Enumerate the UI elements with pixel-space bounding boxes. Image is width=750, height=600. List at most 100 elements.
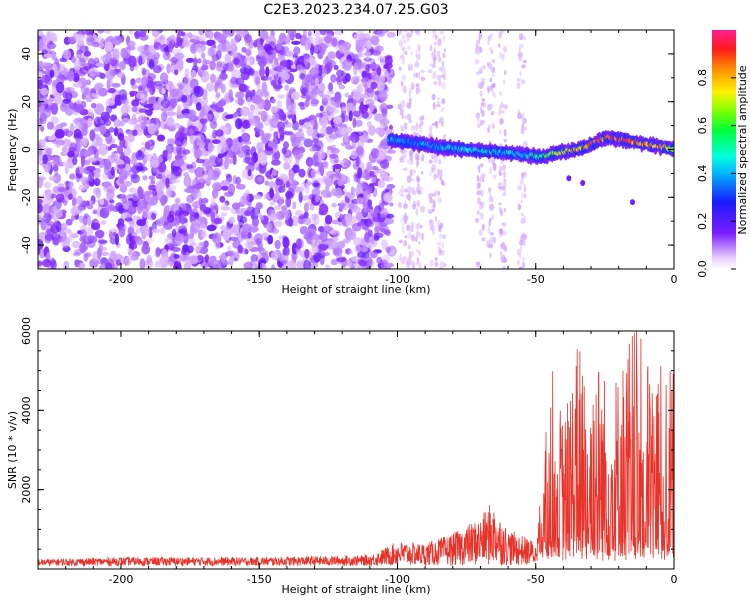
- heatmap-cell: [330, 188, 340, 197]
- heatmap-cell: [377, 150, 386, 161]
- heatmap-cell: [136, 219, 147, 227]
- heatmap-cell: [85, 92, 93, 103]
- snr-ylabel: SNR (10 * v/v): [6, 411, 19, 489]
- heatmap-cell: [333, 163, 342, 170]
- heatmap-cell: [71, 205, 78, 214]
- heatmap-cell: [278, 185, 286, 193]
- heatmap-cell: [406, 113, 412, 121]
- heatmap-cell: [273, 131, 279, 140]
- heatmap-cell: [497, 185, 503, 190]
- y-tick-label: 40: [20, 47, 33, 61]
- heatmap-cell: [438, 233, 444, 239]
- heatmap-cell: [198, 30, 205, 36]
- heatmap-cell: [311, 244, 319, 255]
- heatmap-cell: [415, 208, 419, 216]
- heatmap-cell: [208, 255, 217, 267]
- heatmap-cell: [152, 65, 162, 74]
- heatmap-cell: [491, 122, 495, 129]
- colorbar-tick-label: 0.2: [696, 212, 709, 230]
- heatmap-cell: [228, 89, 233, 101]
- heatmap-cell: [45, 31, 51, 43]
- heatmap-cell: [397, 202, 403, 208]
- colorbar-label: Normalized spectral amplitude: [736, 65, 749, 234]
- heatmap-cell: [178, 225, 188, 235]
- heatmap-cell: [87, 157, 98, 163]
- heatmap-cell: [277, 94, 285, 99]
- heatmap-cell: [415, 249, 420, 253]
- heatmap-cell: [303, 53, 310, 59]
- heatmap-cell: [183, 83, 193, 94]
- heatmap-cell: [308, 159, 313, 167]
- heatmap-cell: [176, 104, 182, 116]
- heatmap-cell: [490, 155, 494, 164]
- heatmap-cell: [415, 83, 420, 88]
- heatmap-cell: [244, 34, 252, 43]
- heatmap-cell: [427, 69, 433, 74]
- heatmap-cell: [76, 50, 82, 59]
- heatmap-cell: [46, 251, 51, 260]
- heatmap-cell: [271, 98, 276, 104]
- heatmap-cell: [133, 236, 142, 242]
- heatmap-cell: [373, 235, 380, 241]
- heatmap-cells: [38, 30, 674, 269]
- heatmap-cell: [180, 94, 188, 103]
- heatmap-cell: [357, 259, 365, 265]
- heatmap-cell: [440, 109, 444, 113]
- heatmap-cell: [312, 234, 321, 241]
- heatmap-cell: [265, 132, 272, 138]
- heatmap-cell: [366, 161, 373, 172]
- heatmap-cell: [437, 41, 442, 47]
- heatmap-cell: [354, 131, 364, 136]
- heatmap-cell: [283, 162, 291, 170]
- heatmap-cell: [239, 216, 248, 224]
- heatmap-cell: [478, 212, 482, 216]
- y-tick-label: -40: [20, 236, 33, 254]
- heatmap-cell: [481, 65, 487, 70]
- heatmap-cell: [173, 215, 180, 227]
- heatmap-cell: [105, 69, 115, 80]
- heatmap-cell: [488, 195, 494, 203]
- heatmap-cell: [332, 219, 339, 225]
- heatmap-cell: [428, 159, 433, 164]
- heatmap-cell: [120, 193, 127, 204]
- heatmap-cell: [501, 53, 505, 58]
- heatmap-cell: [136, 92, 145, 100]
- heatmap-cell: [500, 110, 505, 114]
- heatmap-cell: [109, 143, 118, 149]
- heatmap-cell: [383, 262, 394, 268]
- heatmap-cell: [355, 39, 360, 51]
- heatmap-cell: [174, 69, 179, 76]
- heatmap-cell: [499, 129, 502, 135]
- heatmap-cell: [47, 99, 53, 106]
- heatmap-cell: [87, 117, 93, 128]
- heatmap-cell: [104, 41, 114, 52]
- heatmap-cell: [478, 165, 481, 174]
- heatmap-cell: [439, 176, 443, 181]
- heatmap-cell: [519, 245, 523, 253]
- heatmap-cell: [478, 31, 483, 39]
- heatmap-cell: [64, 193, 69, 204]
- heatmap-cell: [193, 200, 198, 211]
- heatmap-cell: [241, 132, 251, 143]
- heatmap-cell: [503, 45, 507, 53]
- heatmap-cell: [135, 150, 145, 161]
- heatmap-cell: [323, 35, 333, 44]
- heatmap-cell: [436, 50, 441, 57]
- heatmap-cell: [131, 106, 138, 113]
- heatmap-cell: [127, 55, 137, 68]
- heatmap-cell: [338, 84, 346, 90]
- heatmap-cell: [350, 154, 358, 160]
- heatmap-cell: [281, 68, 291, 73]
- heatmap-cell: [433, 174, 438, 178]
- heatmap-cell: [348, 249, 354, 255]
- heatmap-cell: [91, 92, 97, 98]
- heatmap-cell: [164, 237, 172, 244]
- heatmap-cell: [83, 123, 90, 129]
- heatmap-cell: [263, 193, 272, 200]
- heatmap-cell: [491, 73, 495, 78]
- heatmap-cell: [129, 90, 139, 96]
- heatmap-cell: [566, 175, 572, 182]
- heatmap-cell: [240, 71, 250, 81]
- heatmap-cell: [338, 240, 345, 249]
- heatmap-cell: [522, 60, 528, 64]
